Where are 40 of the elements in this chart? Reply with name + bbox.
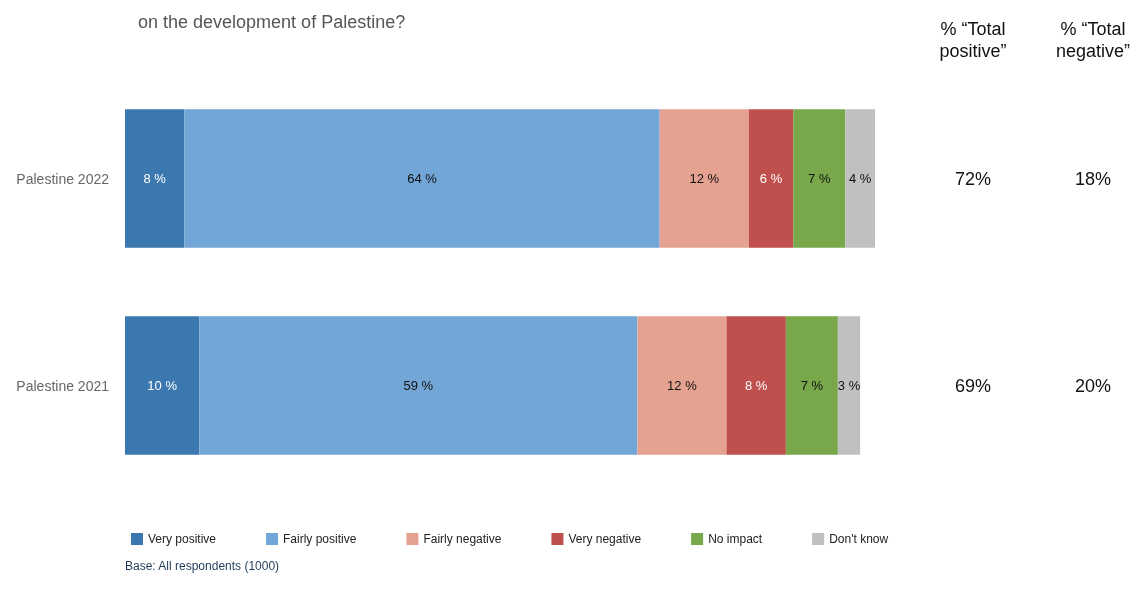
data-label: 10 % xyxy=(147,378,178,393)
bar xyxy=(199,316,638,455)
text: 20% xyxy=(1074,375,1112,396)
bar xyxy=(726,316,786,455)
bar xyxy=(125,109,185,248)
y-tick-label: Palestine 2021 xyxy=(16,377,110,394)
bar xyxy=(837,316,861,455)
text: 18% xyxy=(1074,168,1112,189)
bar xyxy=(785,316,838,455)
bar xyxy=(793,109,846,248)
legend-label: Fairly negative xyxy=(423,532,502,546)
text: % “Total negative” xyxy=(1055,19,1131,61)
data-label: 59 % xyxy=(403,378,434,393)
bar xyxy=(184,109,660,248)
legend-label: No impact xyxy=(708,532,763,546)
data-label: 8 % xyxy=(744,378,768,393)
text: Base: All respondents (1000) xyxy=(125,559,280,573)
bar xyxy=(637,316,727,455)
legend-label: Fairly positive xyxy=(283,532,357,546)
bar xyxy=(845,109,875,248)
data-label: 7 % xyxy=(800,378,824,393)
chart-title: on the development of Palestine? xyxy=(138,12,406,32)
text: % “Total positive” xyxy=(939,19,1007,61)
legend-label: Very negative xyxy=(568,532,642,546)
data-label: 3 % xyxy=(837,378,861,393)
legend-label: Don't know xyxy=(829,532,889,546)
bar xyxy=(659,109,749,248)
data-label: 8 % xyxy=(143,171,167,186)
bar xyxy=(125,316,200,455)
text: 72% xyxy=(954,168,992,189)
data-label: 7 % xyxy=(808,171,831,186)
data-label: 12 % xyxy=(667,378,698,393)
data-label: 4 % xyxy=(848,171,872,186)
data-label: 12 % xyxy=(689,171,720,186)
legend-label: Very positive xyxy=(148,532,217,546)
text: 69% xyxy=(954,375,992,396)
data-label: 6 % xyxy=(759,171,783,186)
y-tick-label: Palestine 2022 xyxy=(16,170,110,187)
bar xyxy=(748,109,794,248)
data-label: 64 % xyxy=(407,171,438,186)
